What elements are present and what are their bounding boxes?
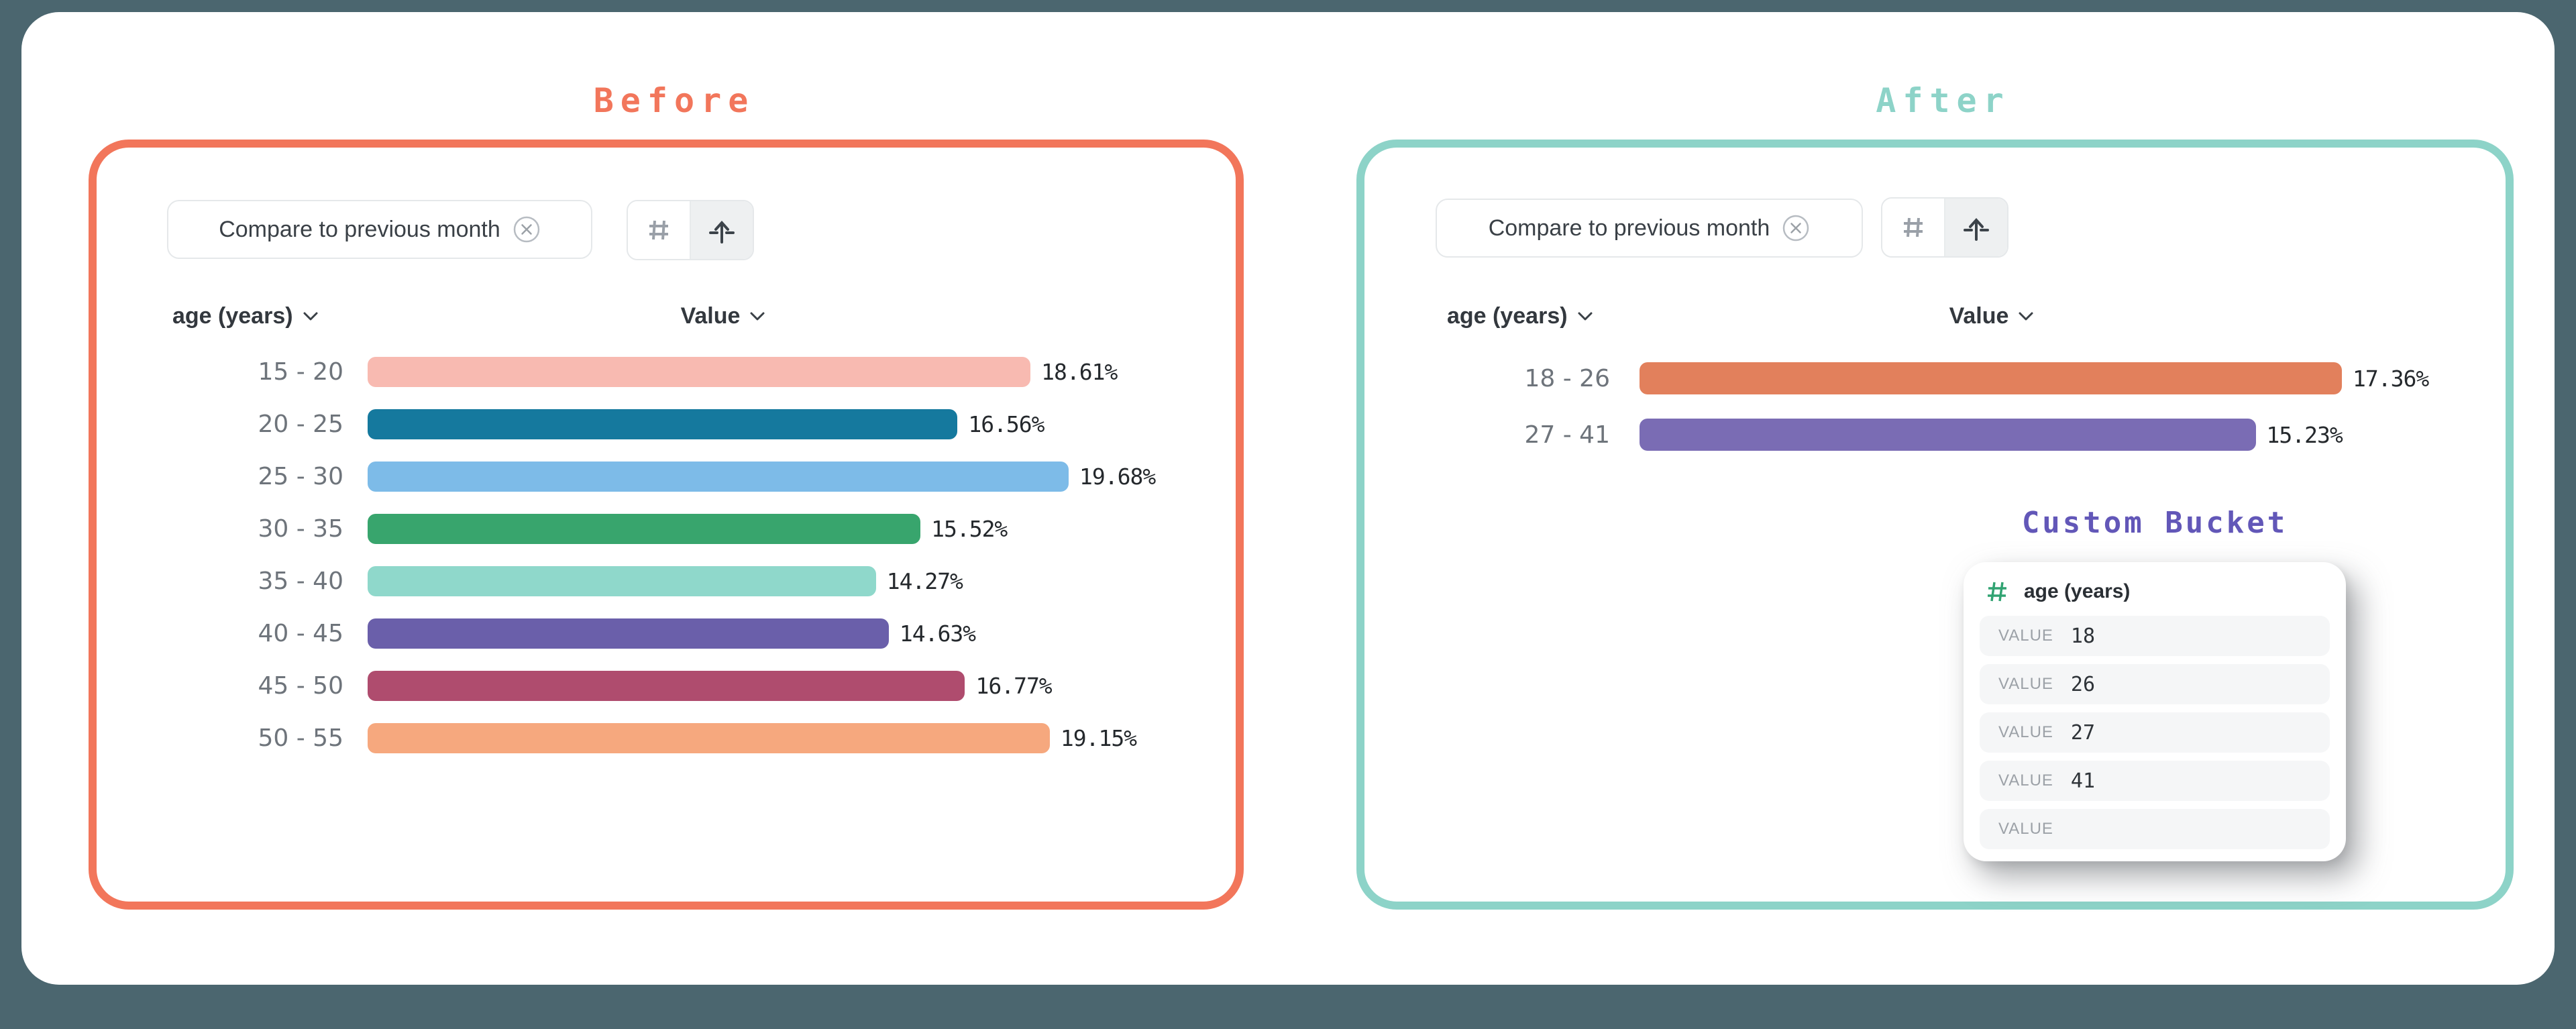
chart-row: 18 - 26 17.36% xyxy=(1364,362,2506,394)
chevron-down-icon xyxy=(749,311,765,322)
value-field-label: VALUE xyxy=(1998,723,2053,741)
dimension-column-header[interactable]: age (years) xyxy=(1447,303,1593,329)
after-title: After xyxy=(1876,81,2010,120)
value-label: 14.63% xyxy=(899,620,976,647)
dimension-header-label: age (years) xyxy=(1447,303,1568,329)
before-panel: Compare to previous month xyxy=(89,140,1244,910)
value-column-header[interactable]: Value xyxy=(368,303,1079,329)
category-label: 50 - 55 xyxy=(258,724,344,752)
before-title: Before xyxy=(593,81,755,120)
value-bar[interactable] xyxy=(368,409,958,439)
category-label: 35 - 40 xyxy=(258,567,344,595)
chevron-down-icon xyxy=(2018,311,2034,322)
bucket-value-list: VALUE 18 VALUE 26 VALUE 27 VALUE 41 VALUE xyxy=(1964,616,2346,849)
value-field-label: VALUE xyxy=(1998,820,2053,838)
value-field-label: VALUE xyxy=(1998,771,2053,790)
value-field-label: VALUE xyxy=(1998,627,2053,645)
chart-row: 25 - 30 19.68% xyxy=(97,462,1236,492)
chevron-down-icon xyxy=(303,311,319,322)
value-label: 14.27% xyxy=(886,568,963,594)
value-bar[interactable] xyxy=(1640,362,2342,394)
hash-bucket-button[interactable] xyxy=(1882,199,1944,256)
bucket-value-input[interactable]: VALUE 27 xyxy=(1980,712,2330,753)
custom-bucket-popup: age (years) VALUE 18 VALUE 26 VALUE 27 VALUE 41… xyxy=(1964,562,2346,861)
custom-bucket-title: Custom Bucket xyxy=(2021,506,2288,540)
category-label: 27 - 41 xyxy=(1524,421,1611,449)
bucket-value-input[interactable]: VALUE xyxy=(1980,809,2330,849)
compare-filter-chip[interactable]: Compare to previous month xyxy=(167,200,592,259)
value-label: 19.15% xyxy=(1060,725,1137,751)
value-field-value: 18 xyxy=(2070,624,2096,648)
category-label: 25 - 30 xyxy=(258,463,344,490)
dimension-column-header[interactable]: age (years) xyxy=(172,303,319,329)
category-label: 30 - 35 xyxy=(258,515,344,543)
app-card: Before After Compare to previous month xyxy=(21,12,2555,985)
align-up-arrow-icon xyxy=(707,215,737,245)
value-bar[interactable] xyxy=(368,671,965,701)
value-label: 18.61% xyxy=(1041,359,1118,385)
bucket-mode-toggle xyxy=(1881,197,2008,258)
bucket-value-input[interactable]: VALUE 18 xyxy=(1980,616,2330,656)
circle-x-icon[interactable] xyxy=(1782,214,1810,242)
value-bar[interactable] xyxy=(368,566,876,596)
chart-row: 30 - 35 15.52% xyxy=(97,514,1236,544)
bucket-value-input[interactable]: VALUE 41 xyxy=(1980,761,2330,801)
value-label: 19.68% xyxy=(1079,464,1156,490)
value-label: 17.36% xyxy=(2353,365,2429,392)
circle-x-icon[interactable] xyxy=(513,215,541,243)
chart-row: 35 - 40 14.27% xyxy=(97,566,1236,596)
bucket-field-header: age (years) xyxy=(1964,562,2346,616)
value-field-label: VALUE xyxy=(1998,675,2053,693)
value-header-label: Value xyxy=(680,303,741,329)
value-label: 15.23% xyxy=(2266,421,2343,448)
bucket-field-label: age (years) xyxy=(2024,580,2131,602)
compare-filter-chip[interactable]: Compare to previous month xyxy=(1436,199,1863,258)
value-column-header[interactable]: Value xyxy=(1640,303,2344,329)
category-label: 20 - 25 xyxy=(258,411,344,438)
hash-icon xyxy=(1899,213,1927,241)
value-field-value: 41 xyxy=(2070,769,2096,793)
chart-row: 50 - 55 19.15% xyxy=(97,723,1236,753)
value-bar[interactable] xyxy=(368,462,1069,492)
bucket-mode-toggle xyxy=(627,200,754,260)
value-bar[interactable] xyxy=(368,618,889,649)
chart-row: 27 - 41 15.23% xyxy=(1364,419,2506,451)
value-field-value: 26 xyxy=(2070,672,2096,696)
value-header-label: Value xyxy=(1949,303,2009,329)
filter-chip-label: Compare to previous month xyxy=(219,216,500,242)
value-label: 15.52% xyxy=(931,516,1008,542)
value-bar[interactable] xyxy=(368,514,921,544)
custom-bucket-button[interactable] xyxy=(690,201,753,259)
chevron-down-icon xyxy=(1577,311,1593,322)
value-bar[interactable] xyxy=(1640,419,2256,451)
value-label: 16.56% xyxy=(968,411,1044,437)
chart-row: 45 - 50 16.77% xyxy=(97,671,1236,701)
after-panel: Compare to previous month xyxy=(1356,140,2514,910)
value-bar[interactable] xyxy=(368,357,1031,387)
before-bar-chart: 15 - 20 18.61% 20 - 25 16.56% 25 - 30 19.68% 3… xyxy=(97,357,1236,775)
chart-row: 40 - 45 14.63% xyxy=(97,618,1236,649)
align-up-arrow-icon xyxy=(1962,213,1991,242)
hash-bucket-button[interactable] xyxy=(628,201,690,259)
dimension-header-label: age (years) xyxy=(172,303,293,329)
filter-chip-label: Compare to previous month xyxy=(1488,215,1770,241)
after-bar-chart: 18 - 26 17.36% 27 - 41 15.23% xyxy=(1364,362,2506,475)
category-label: 18 - 26 xyxy=(1524,364,1611,392)
category-label: 40 - 45 xyxy=(258,620,344,647)
category-label: 45 - 50 xyxy=(258,672,344,700)
bucket-value-input[interactable]: VALUE 26 xyxy=(1980,664,2330,704)
value-bar[interactable] xyxy=(368,723,1050,753)
hash-icon xyxy=(1985,580,2009,604)
chart-row: 20 - 25 16.56% xyxy=(97,409,1236,439)
value-field-value: 27 xyxy=(2070,720,2096,745)
hash-icon xyxy=(645,216,673,244)
value-label: 16.77% xyxy=(975,673,1052,699)
category-label: 15 - 20 xyxy=(258,358,344,386)
chart-row: 15 - 20 18.61% xyxy=(97,357,1236,387)
custom-bucket-button[interactable] xyxy=(1944,199,2007,256)
